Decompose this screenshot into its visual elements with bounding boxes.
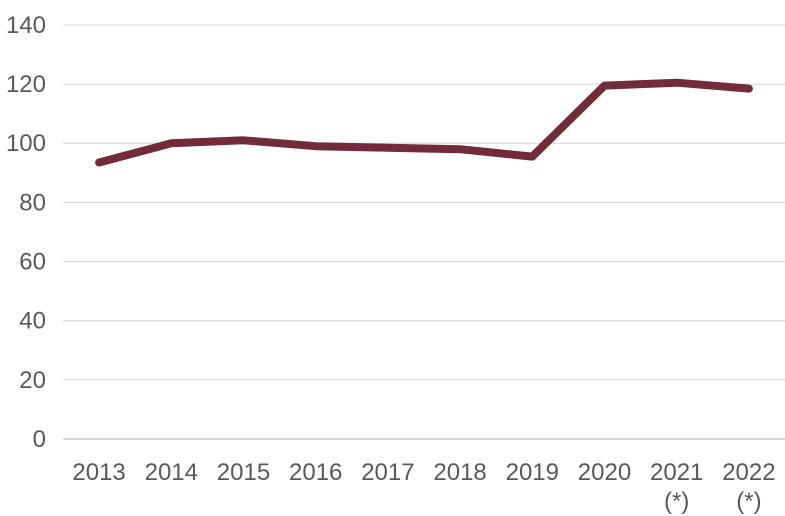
data-series-line: [95, 78, 753, 167]
x-tick-label: 2021: [650, 459, 703, 486]
x-tick-label: 2019: [506, 459, 559, 486]
y-tick-label: 80: [19, 189, 46, 216]
x-tick-label: 2018: [433, 459, 486, 486]
y-tick-label: 120: [6, 71, 46, 98]
x-tick-label: 2022: [722, 459, 775, 486]
y-tick-label: 0: [33, 426, 46, 453]
x-tick-label: 2020: [578, 459, 631, 486]
y-tick-label: 60: [19, 248, 46, 275]
x-tick-label: 2015: [217, 459, 270, 486]
y-tick-label: 40: [19, 308, 46, 335]
x-tick-note: (*): [664, 488, 689, 515]
x-tick-label: 2016: [289, 459, 342, 486]
x-tick-label: 2013: [72, 459, 125, 486]
y-tick-label: 100: [6, 130, 46, 157]
y-tick-label: 140: [6, 12, 46, 39]
y-tick-label: 20: [19, 367, 46, 394]
x-tick-label: 2017: [361, 459, 414, 486]
x-tick-label: 2014: [145, 459, 198, 486]
x-tick-note: (*): [736, 488, 761, 515]
